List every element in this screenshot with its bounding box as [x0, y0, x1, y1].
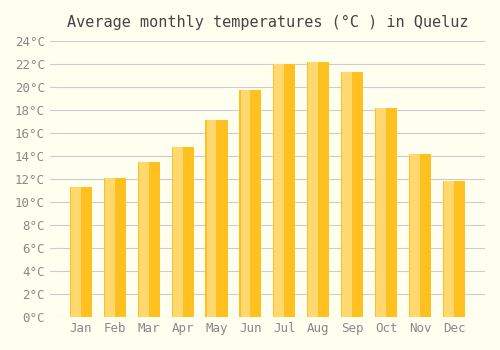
Bar: [172, 147, 194, 317]
Bar: [444, 181, 454, 317]
Bar: [240, 90, 262, 317]
Bar: [240, 90, 250, 317]
Bar: [138, 162, 148, 317]
Bar: [274, 64, 295, 317]
Bar: [410, 154, 420, 317]
Title: Average monthly temperatures (°C ) in Queluz: Average monthly temperatures (°C ) in Qu…: [66, 15, 468, 30]
Bar: [70, 187, 92, 317]
Bar: [409, 154, 432, 317]
Bar: [308, 62, 318, 317]
Bar: [104, 178, 126, 317]
Bar: [172, 147, 182, 317]
Bar: [376, 108, 386, 317]
Bar: [342, 72, 363, 317]
Bar: [375, 108, 398, 317]
Bar: [70, 187, 81, 317]
Bar: [342, 72, 352, 317]
Bar: [443, 181, 465, 317]
Bar: [308, 62, 330, 317]
Bar: [138, 162, 160, 317]
Bar: [206, 120, 216, 317]
Bar: [104, 178, 115, 317]
Bar: [274, 64, 284, 317]
Bar: [206, 120, 228, 317]
